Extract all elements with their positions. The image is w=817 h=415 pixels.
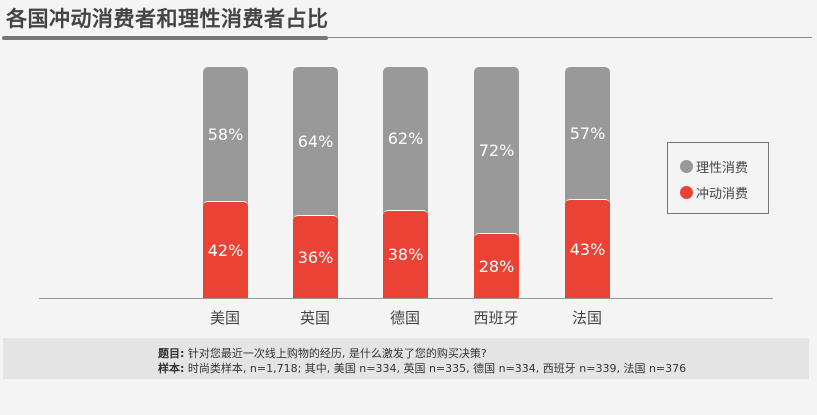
x-tick-label: 德国 [389, 309, 420, 327]
footnote-panel: 题目: 针对您最近一次线上购物的经历, 是什么激发了您的购买决策? 样本: 时尚… [3, 338, 809, 379]
legend: 理性消费 冲动消费 [667, 142, 769, 214]
legend-item-impulse: 冲动消费 [680, 183, 748, 202]
bar-stack: 57% 43% [565, 67, 610, 298]
bar-segment-rational: 72% [474, 67, 519, 239]
x-axis-line [39, 298, 773, 299]
x-tick-label: 法国 [571, 309, 602, 327]
legend-label: 冲动消费 [696, 187, 749, 202]
red-dot-icon [680, 186, 693, 199]
bar-segment-impulse: 36% [293, 215, 338, 298]
question-line: 题目: 针对您最近一次线上购物的经历, 是什么激发了您的购买决策? [158, 345, 487, 361]
title-underline [2, 36, 328, 40]
legend-label: 理性消费 [696, 161, 749, 176]
sample-text: 时尚类样本, n=1,718; 其中, 美国 n=334, 英国 n=335, … [187, 362, 687, 375]
gray-dot-icon [680, 160, 693, 173]
x-tick-label: 英国 [299, 309, 330, 327]
bar-segment-impulse: 42% [203, 201, 248, 298]
bar-segment-impulse: 43% [565, 199, 610, 298]
bar-segment-impulse: 38% [383, 210, 428, 298]
sample-label: 样本: [158, 362, 185, 375]
bar-segment-rational: 64% [293, 67, 338, 221]
bar-stack: 58% 42% [203, 67, 248, 298]
chart-title: 各国冲动消费者和理性消费者占比 [6, 7, 329, 31]
bar-segment-rational: 62% [383, 67, 428, 216]
question-label: 题目: [158, 347, 185, 360]
bar-stack: 64% 36% [293, 67, 338, 298]
bar-segment-rational: 58% [203, 67, 248, 207]
legend-item-rational: 理性消费 [680, 157, 748, 176]
bar-stack: 72% 28% [474, 67, 519, 298]
title-divider [328, 37, 812, 38]
question-text: 针对您最近一次线上购物的经历, 是什么激发了您的购买决策? [187, 347, 487, 360]
bar-segment-rational: 57% [565, 67, 610, 205]
sample-line: 样本: 时尚类样本, n=1,718; 其中, 美国 n=334, 英国 n=3… [158, 360, 686, 376]
x-tick-label: 西班牙 [473, 309, 519, 327]
bar-stack: 62% 38% [383, 67, 428, 298]
bar-segment-impulse: 28% [474, 233, 519, 298]
x-tick-label: 美国 [209, 309, 240, 327]
